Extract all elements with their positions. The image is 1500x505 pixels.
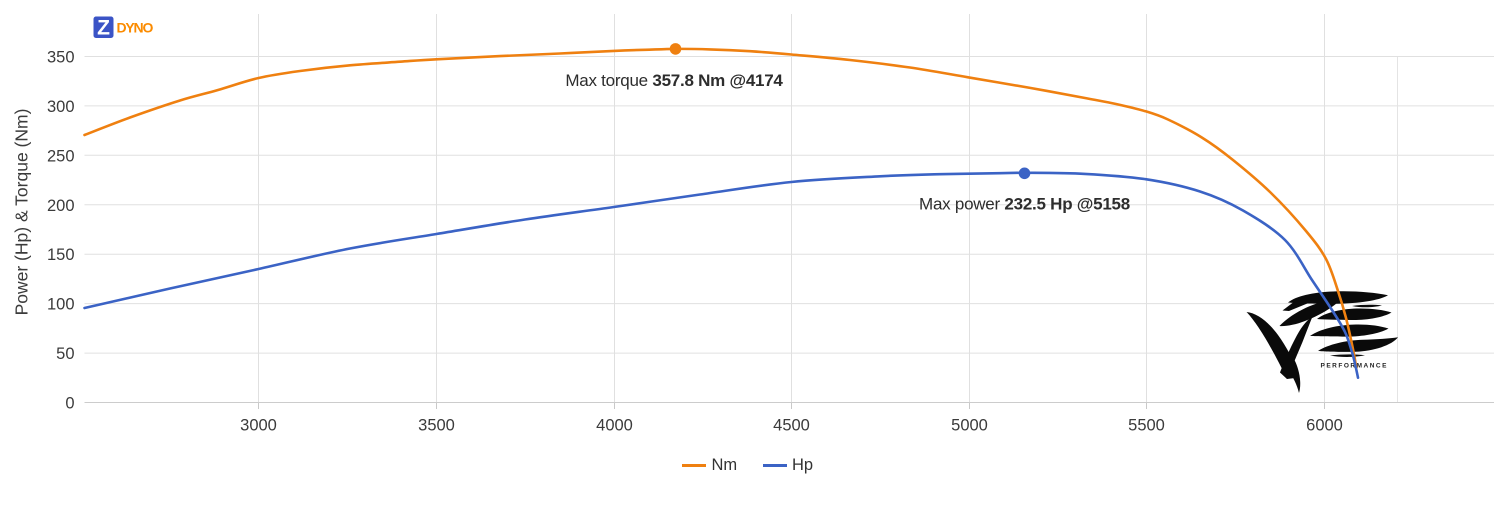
svg-text:Nm: Nm [712, 456, 738, 474]
svg-text:4000: 4000 [596, 417, 633, 435]
svg-text:4500: 4500 [773, 417, 810, 435]
svg-text:0: 0 [65, 395, 74, 413]
svg-text:6000: 6000 [1306, 417, 1343, 435]
svg-text:350: 350 [47, 49, 75, 67]
svg-text:Max power 232.5 Hp @5158: Max power 232.5 Hp @5158 [919, 195, 1130, 214]
svg-text:Max torque 357.8 Nm @4174: Max torque 357.8 Nm @4174 [565, 71, 783, 90]
svg-text:3000: 3000 [240, 417, 277, 435]
svg-text:50: 50 [56, 345, 74, 363]
svg-text:250: 250 [47, 147, 75, 165]
svg-text:Hp: Hp [792, 456, 813, 474]
svg-text:Power (Hp) & Torque (Nm): Power (Hp) & Torque (Nm) [12, 109, 32, 316]
svg-text:300: 300 [47, 98, 75, 116]
svg-text:200: 200 [47, 197, 75, 215]
svg-text:150: 150 [47, 246, 75, 264]
svg-text:5000: 5000 [951, 417, 988, 435]
svg-text:100: 100 [47, 296, 75, 314]
svg-text:Z: Z [97, 17, 110, 40]
svg-text:3500: 3500 [418, 417, 455, 435]
svg-text:5500: 5500 [1128, 417, 1165, 435]
svg-text:PERFORMANCE: PERFORMANCE [1321, 363, 1388, 370]
svg-text:DYNO: DYNO [117, 20, 154, 36]
